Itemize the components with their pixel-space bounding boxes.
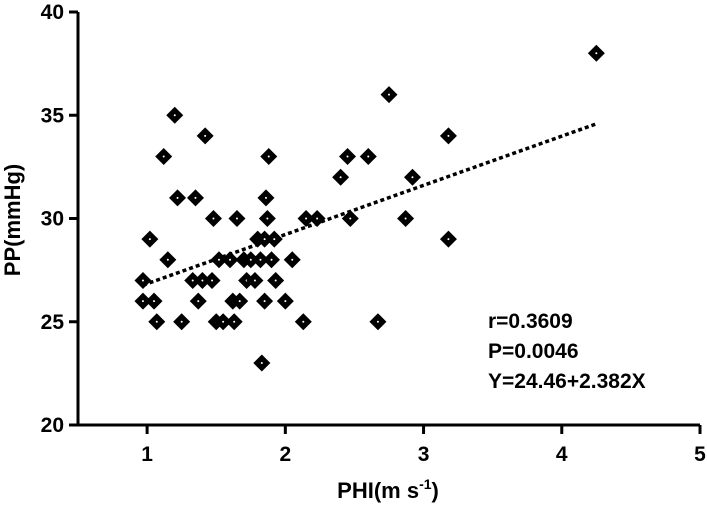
data-point-center	[235, 217, 238, 220]
data-point-center	[162, 155, 165, 158]
data-point-center	[141, 300, 144, 303]
data-point-center	[302, 320, 305, 323]
data-point-center	[173, 114, 176, 117]
data-point-center	[180, 320, 183, 323]
data-point-center	[201, 279, 204, 282]
data-point-center	[253, 279, 256, 282]
y-tick-label: 35	[41, 104, 65, 127]
data-point-center	[316, 217, 319, 220]
data-point-center	[155, 320, 158, 323]
y-tick-label: 30	[41, 208, 64, 231]
x-axis-label-close: )	[432, 478, 439, 503]
x-tick-label: 3	[418, 443, 430, 466]
data-point-center	[349, 217, 352, 220]
data-point-center	[270, 258, 273, 261]
data-point-center	[191, 279, 194, 282]
data-point-center	[447, 134, 450, 137]
data-point-center	[388, 93, 390, 96]
data-point-center	[249, 258, 252, 261]
data-point-center	[212, 217, 215, 220]
y-axis-label: PP(mmHg)	[0, 164, 25, 276]
data-point-center	[153, 300, 156, 303]
data-point-center	[595, 52, 598, 55]
data-point-center	[404, 217, 407, 220]
data-point-center	[411, 176, 414, 179]
data-point-center	[166, 258, 169, 261]
x-axis-label-main: PHI(m s	[337, 478, 419, 503]
data-point-center	[367, 155, 370, 158]
data-point-center	[264, 196, 267, 199]
x-tick-label: 1	[141, 443, 153, 466]
data-point-center	[267, 155, 270, 158]
x-axis-label: PHI(m s-1)	[337, 476, 439, 503]
y-tick-label: 25	[41, 311, 65, 334]
data-point-center	[274, 279, 277, 282]
data-point-center	[339, 176, 342, 179]
regression-layer	[142, 122, 597, 287]
data-point-center	[211, 279, 214, 282]
data-point-center	[233, 320, 236, 323]
data-point-center	[238, 300, 241, 303]
data-point-center	[263, 238, 266, 241]
data-point-center	[284, 300, 287, 303]
data-point-center	[260, 362, 263, 365]
data-point-center	[447, 238, 450, 241]
data-point-center	[259, 258, 262, 261]
data-point-center	[263, 300, 266, 303]
data-point-center	[148, 238, 151, 241]
stat-annotation: P=0.0046	[488, 340, 579, 363]
axes: 20 25 30 35 40 1 2 3 4 5	[41, 1, 707, 466]
stat-annotation: Y=24.46+2.382X	[488, 370, 646, 393]
x-tick-label: 5	[694, 443, 706, 466]
data-point-center	[305, 217, 308, 220]
stat-annotation: r=0.3609	[488, 310, 573, 333]
x-tick-label: 4	[556, 443, 568, 466]
data-point-center	[229, 258, 232, 261]
data-point-center	[176, 196, 179, 199]
x-tick-label: 2	[279, 443, 291, 466]
x-axis-label-superscript: -1	[419, 476, 432, 492]
data-point-center	[141, 279, 144, 282]
data-point-center	[266, 217, 269, 220]
data-point-center	[217, 258, 220, 261]
annotations: r=0.3609 P=0.0046 Y=24.46+2.382X	[488, 310, 646, 393]
data-point-center	[194, 196, 197, 199]
regression-line	[142, 122, 597, 287]
data-points	[134, 44, 605, 372]
y-tick-label: 40	[41, 1, 64, 24]
data-point-center	[197, 300, 200, 303]
data-point-center	[273, 238, 276, 241]
data-point-center	[346, 155, 349, 158]
y-tick-label: 20	[41, 414, 64, 437]
data-point-center	[376, 320, 379, 323]
data-point-center	[291, 258, 294, 261]
data-point-center	[204, 134, 207, 137]
data-point-center	[222, 320, 225, 323]
